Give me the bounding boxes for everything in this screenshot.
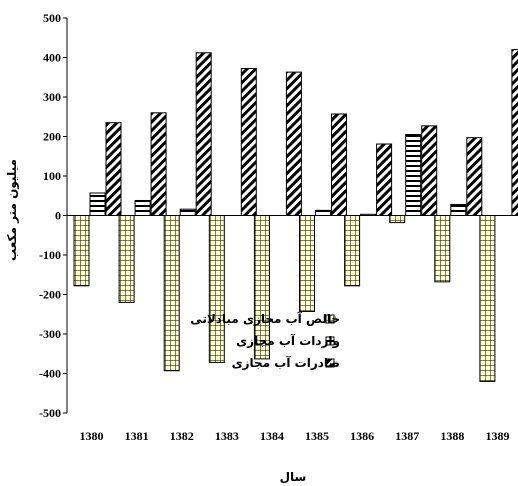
bar-net-1384: [253, 215, 270, 360]
bar-net-1382: [163, 215, 180, 372]
y-tick-label: -200: [39, 288, 61, 302]
bar-import-1382: [179, 208, 196, 216]
legend-label: صادرات آب مجازی: [232, 355, 340, 370]
bar-net-1383: [208, 215, 225, 363]
y-axis-title: میلیون متر مکعب: [5, 159, 20, 261]
y-tick-label: 100: [43, 169, 61, 183]
x-axis-title: سال: [280, 470, 307, 484]
bar-export-1382: [195, 52, 212, 217]
y-tick-label: 400: [43, 51, 61, 65]
x-tick-label: 1383: [215, 429, 239, 443]
bar-import-1386: [360, 213, 377, 217]
y-tick-label: -500: [39, 406, 61, 420]
tick-labels: 500 400 300 200 100 0 -100 -200 -300 -400 -500 1380…: [39, 11, 509, 443]
bar-net-1381: [118, 215, 135, 303]
x-tick-label: 1380: [80, 429, 104, 443]
bar-export-1385: [331, 113, 347, 216]
bar-export-1383: [240, 68, 257, 216]
bar-net-1389: [479, 215, 496, 382]
bar-import-1388: [450, 203, 467, 217]
bar-import-1385: [315, 209, 331, 217]
bar-net-1385: [299, 215, 315, 312]
legend-swatch: [325, 358, 335, 368]
y-tick-label: -300: [39, 327, 61, 341]
legend-swatch: [325, 314, 335, 324]
bar-export-1381: [150, 112, 167, 216]
y-tick-label: 200: [43, 130, 61, 144]
bar-export-1389: [511, 49, 518, 216]
legend: خالص آب مجازی مبادلاتی واردات آب مجازی صاد…: [190, 311, 340, 370]
bar-net-1380: [73, 215, 90, 287]
x-tick-label: 1389: [485, 429, 509, 443]
bar-import-1381: [134, 199, 151, 217]
bar-export-1388: [466, 137, 483, 216]
x-tick-label: 1381: [125, 429, 149, 443]
bar-net-1388: [434, 215, 451, 283]
bars: [73, 49, 518, 382]
x-tick-label: 1384: [260, 429, 284, 443]
bar-net-1387: [389, 215, 406, 224]
y-tick-label: 300: [43, 90, 61, 104]
x-tick-label: 1385: [305, 429, 329, 443]
y-tick-label: 0: [55, 209, 61, 223]
bar-import-1380: [89, 192, 106, 216]
y-tick-label: 500: [43, 11, 61, 25]
y-tick-label: -100: [39, 248, 61, 262]
legend-swatch: [325, 336, 335, 346]
x-tick-label: 1387: [395, 429, 419, 443]
bar-export-1380: [105, 122, 122, 216]
legend-label: خالص آب مجازی مبادلاتی: [190, 311, 340, 326]
y-tick-label: -400: [39, 367, 61, 381]
bar-export-1384: [285, 71, 302, 216]
bar-export-1386: [376, 143, 393, 217]
x-tick-label: 1386: [350, 429, 374, 443]
bar-export-1387: [421, 125, 438, 216]
x-tick-label: 1388: [440, 429, 464, 443]
legend-label: واردات آب مجازی: [236, 333, 340, 349]
bar-net-1386: [344, 215, 361, 287]
x-tick-label: 1382: [170, 429, 194, 443]
bar-import-1387: [405, 134, 422, 216]
